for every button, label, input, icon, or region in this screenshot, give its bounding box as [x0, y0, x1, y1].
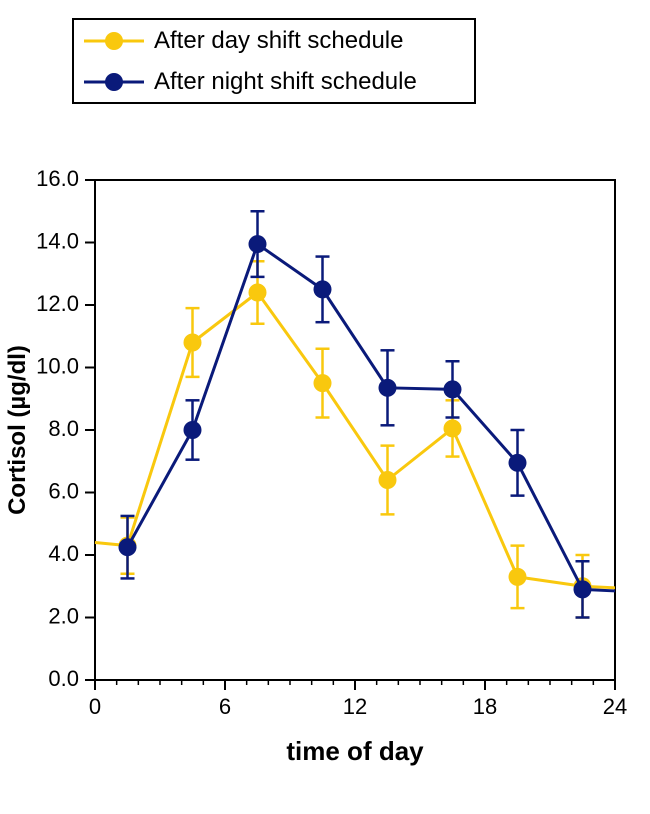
x-axis-label: time of day	[286, 736, 424, 766]
x-tick-label: 0	[89, 694, 101, 719]
y-tick-label: 16.0	[36, 166, 79, 191]
x-tick-label: 18	[473, 694, 497, 719]
cortisol-chart: 0.0 2.0 4.0 6.0 8.0 10.0 12.0 14.0 16.0 0 6 12 18 24 C…	[0, 0, 650, 814]
y-tick-label: 4.0	[48, 541, 79, 566]
y-tick-label: 12.0	[36, 291, 79, 316]
page: After day shift scheduleAfter night shif…	[0, 0, 650, 814]
x-tick-label: 24	[603, 694, 627, 719]
y-tick-label: 8.0	[48, 416, 79, 441]
y-axis-label: Cortisol (µg/dl)	[4, 345, 31, 515]
y-tick-label: 2.0	[48, 603, 79, 628]
x-tick-label: 12	[343, 694, 367, 719]
y-tick-label: 10.0	[36, 353, 79, 378]
y-tick-label: 0.0	[48, 666, 79, 691]
y-tick-label: 14.0	[36, 228, 79, 253]
x-tick-label: 6	[219, 694, 231, 719]
y-tick-label: 6.0	[48, 478, 79, 503]
